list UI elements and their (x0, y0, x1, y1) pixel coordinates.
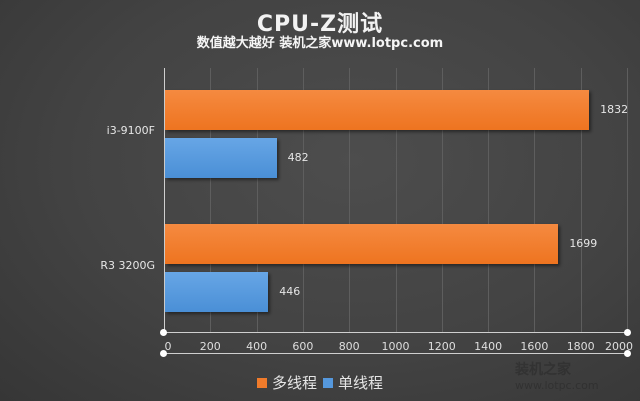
category-label: R3 3200G (100, 259, 155, 272)
x-tick-label: 600 (292, 340, 314, 353)
x-axis: 0 200 400 600 800 1000 1200 1400 1600 1800 2000 (160, 329, 633, 357)
legend-item-single-thread: 单线程 (323, 372, 383, 393)
axis-resize-handle[interactable] (160, 350, 167, 357)
bar-multi-thread[interactable] (165, 224, 559, 264)
x-tick-label: 1800 (566, 340, 595, 353)
legend-item-multi-thread: 多线程 (256, 372, 317, 393)
data-label: 1699 (569, 237, 598, 250)
data-label: 482 (287, 151, 309, 164)
gridline (396, 68, 397, 332)
x-tick-label: 400 (246, 340, 268, 353)
chart-title: CPU-Z测试 (256, 12, 384, 37)
bar-multi-thread[interactable] (165, 90, 590, 130)
watermark-name: 装机之家 (515, 362, 571, 378)
legend-swatch-blue (323, 377, 333, 388)
x-tick-label: 2000 (605, 340, 633, 353)
x-tick-label: 1200 (427, 340, 456, 353)
watermark: 装机之家 www.lotpc.com (515, 362, 599, 394)
legend-swatch-orange (256, 377, 267, 388)
bar-single-thread[interactable] (165, 272, 269, 312)
x-tick-label: 0 (164, 340, 172, 353)
x-tick-label: 1400 (474, 340, 503, 353)
data-label: 1832 (600, 103, 629, 116)
legend: 多线程 单线程 (0, 372, 640, 393)
gridline (534, 68, 535, 332)
axis-resize-handle[interactable] (624, 329, 631, 336)
gridline (488, 68, 489, 332)
gridline (442, 68, 443, 332)
axis-resize-handle[interactable] (624, 350, 631, 357)
x-tick-label: 1600 (520, 340, 549, 353)
gridline (581, 68, 582, 332)
y-axis-line (164, 68, 165, 332)
x-tick-label: 800 (338, 340, 360, 353)
axis-resize-handle[interactable] (160, 329, 167, 336)
gridline (349, 68, 350, 332)
watermark-url: www.lotpc.com (515, 379, 599, 392)
category-label: i3-9100F (106, 124, 155, 137)
data-label: 446 (279, 285, 301, 298)
x-tick-label: 1000 (381, 340, 410, 353)
chart-subtitle: 数值越大越好 装机之家www.lotpc.com (196, 36, 444, 51)
gridline (303, 68, 304, 332)
legend-label: 单线程 (338, 374, 384, 392)
bar-single-thread[interactable] (165, 138, 277, 178)
x-tick-label: 200 (199, 340, 221, 353)
legend-label: 多线程 (271, 374, 317, 392)
gridline (257, 68, 258, 332)
gridline (210, 68, 211, 332)
plot-area: 1832 482 1699 446 (164, 68, 629, 332)
gridline (627, 68, 628, 332)
